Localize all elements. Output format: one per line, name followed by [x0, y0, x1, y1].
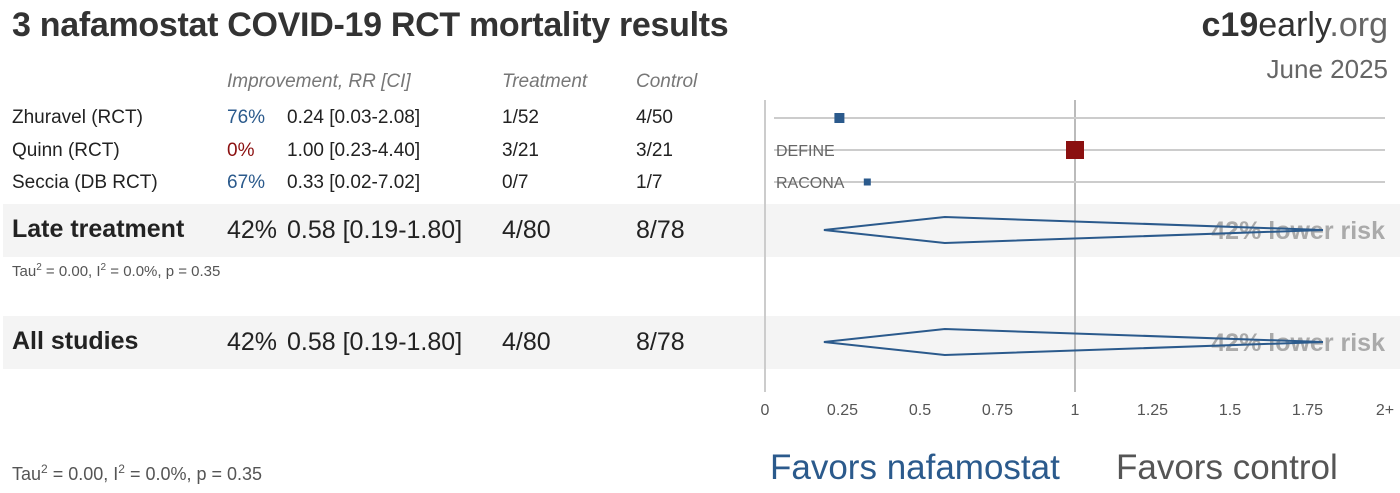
study-control: 3/21: [636, 140, 673, 161]
study-name: Seccia (DB RCT): [12, 172, 158, 193]
het-rest2: = 0.0%, p = 0.35: [124, 464, 263, 484]
study-improvement: 0%: [227, 140, 255, 161]
het-rest: = 0.00, I: [41, 263, 101, 280]
study-rr-ci: 1.00 [0.23-4.40]: [287, 140, 421, 161]
header-control: Control: [636, 71, 698, 92]
het-sup: 2: [36, 262, 42, 273]
all-studies-band: [3, 316, 1400, 369]
all-improvement: 42%: [227, 328, 278, 356]
study-name: Zhuravel (RCT): [12, 107, 143, 128]
date-label: June 2025: [1266, 54, 1388, 84]
x-tick-label: 1.25: [1137, 402, 1168, 419]
study-control: 1/7: [636, 172, 663, 193]
study-treatment: 3/21: [502, 140, 539, 161]
brand-logo[interactable]: c19early.org: [1202, 6, 1389, 45]
favors-treatment-label: Favors nafamostat: [770, 448, 1060, 487]
x-tick-label: 0: [761, 402, 770, 419]
study-treatment: 1/52: [502, 107, 539, 128]
all-treatment-count: 4/80: [502, 328, 551, 356]
header-improvement: Improvement, RR [CI]: [227, 71, 411, 92]
x-tick-label: 1: [1071, 402, 1080, 419]
study-improvement: 76%: [227, 107, 266, 128]
x-tick-label: 0.5: [909, 402, 931, 419]
x-tick-label: 1.5: [1219, 402, 1241, 419]
het-rest: = 0.00, I: [47, 464, 119, 484]
all-control-count: 8/78: [636, 328, 685, 356]
brand-normal: early: [1258, 6, 1330, 44]
late-heterogeneity: Tau2 = 0.00, I2 = 0.0%, p = 0.35: [12, 262, 220, 280]
chart-title: 3 nafamostat COVID-19 RCT mortality resu…: [12, 6, 729, 44]
het-sup: 2: [41, 462, 48, 476]
het-sup: 2: [118, 462, 125, 476]
late-rr-ci: 0.58 [0.19-1.80]: [287, 216, 463, 244]
late-improvement: 42%: [227, 216, 278, 244]
study-rr-ci: 0.24 [0.03-2.08]: [287, 107, 421, 128]
study-rr-ci: 0.33 [0.02-7.02]: [287, 172, 421, 193]
study-treatment: 0/7: [502, 172, 529, 193]
study-name: Quinn (RCT): [12, 140, 120, 161]
x-tick-label: 2+: [1376, 402, 1394, 419]
study-point: [1066, 141, 1084, 159]
het-rest2: = 0.0%, p = 0.35: [106, 263, 221, 280]
brand-bold: c19: [1201, 6, 1259, 44]
summary-diamond: [823, 327, 1324, 357]
summary-diamond: [823, 215, 1324, 245]
all-heterogeneity: Tau2 = 0.00, I2 = 0.0%, p = 0.35: [12, 462, 262, 485]
header-treatment: Treatment: [502, 71, 588, 92]
x-tick-label: 0.25: [827, 402, 858, 419]
all-studies-label: All studies: [12, 327, 139, 355]
late-treatment-band: [3, 204, 1400, 257]
all-rr-ci: 0.58 [0.19-1.80]: [287, 328, 463, 356]
brand-suffix: .org: [1329, 6, 1388, 44]
study-control: 4/50: [636, 107, 673, 128]
study-point: [863, 178, 871, 186]
late-treatment-count: 4/80: [502, 216, 551, 244]
favors-control-label: Favors control: [1116, 448, 1338, 487]
study-point: [834, 113, 845, 123]
late-control-count: 8/78: [636, 216, 685, 244]
x-tick-label: 0.75: [982, 402, 1013, 419]
x-tick-label: 1.75: [1292, 402, 1323, 419]
het-tau: Tau: [12, 263, 37, 280]
het-tau: Tau: [12, 464, 42, 484]
het-sup: 2: [100, 262, 107, 273]
study-improvement: 67%: [227, 172, 266, 193]
late-treatment-label: Late treatment: [12, 215, 185, 243]
study-label: RACONA: [776, 175, 845, 192]
study-label: DEFINE: [776, 143, 835, 160]
